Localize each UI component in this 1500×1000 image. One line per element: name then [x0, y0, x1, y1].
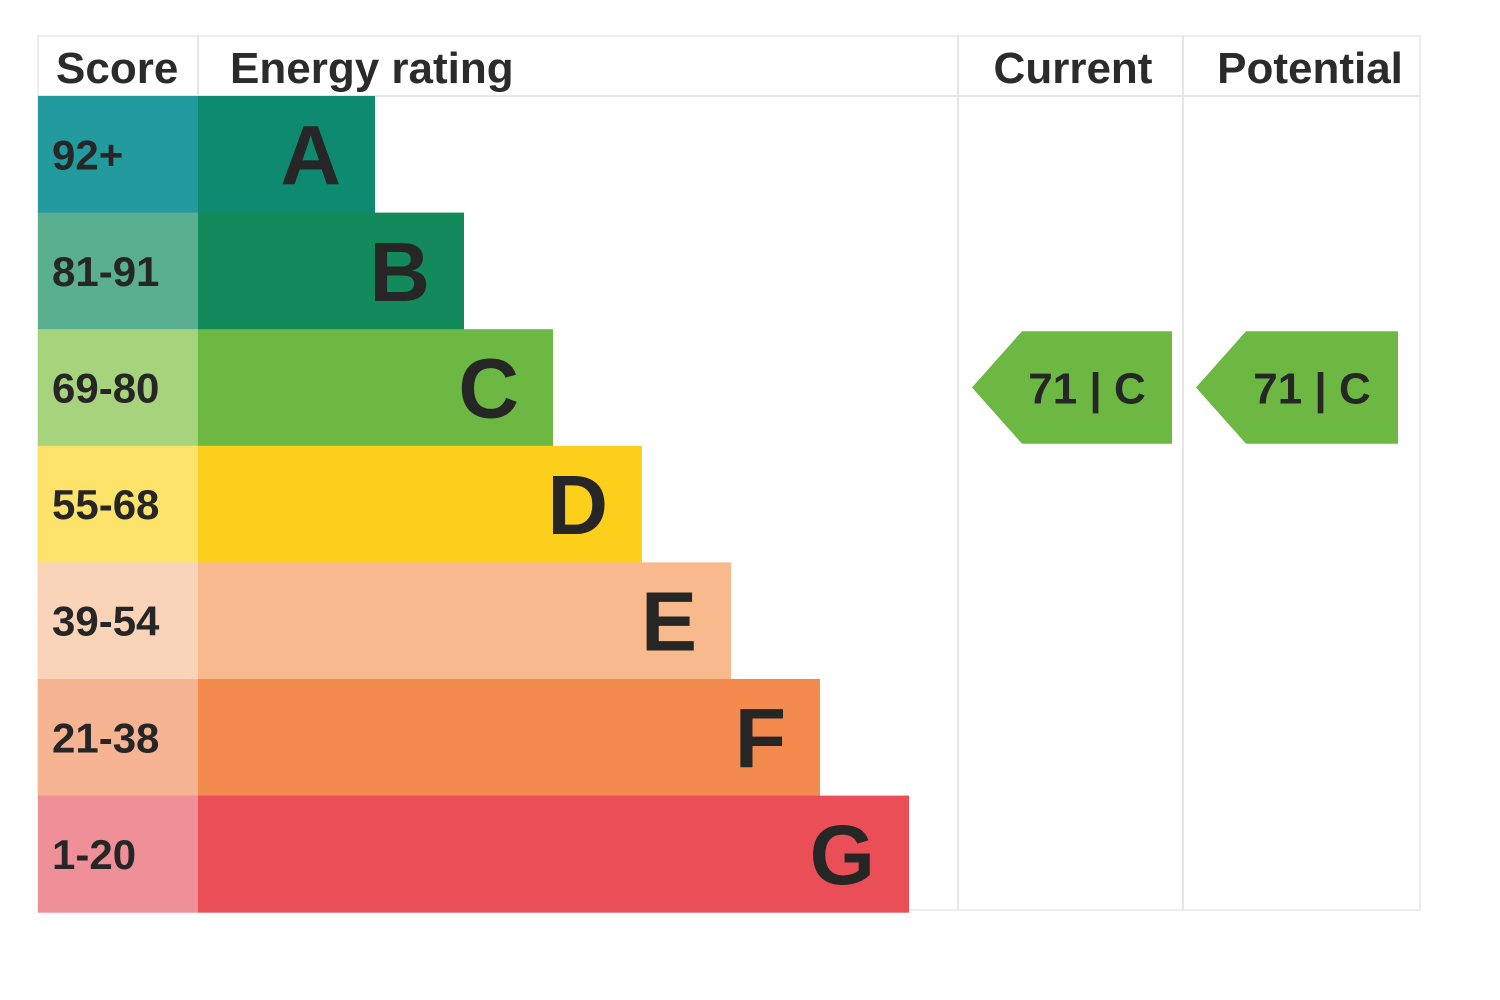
potential-rating-label: 71 | C — [1253, 365, 1370, 415]
score-cell-e — [38, 562, 198, 680]
header-energy-rating: Energy rating — [230, 44, 514, 93]
score-label-c: 69-80 — [52, 365, 159, 412]
score-cell-d — [38, 445, 198, 563]
score-cell-a — [38, 96, 198, 214]
band-letter-g: G — [810, 808, 875, 902]
band-bar-b — [198, 212, 464, 330]
score-cell-c — [38, 329, 198, 447]
band-bar-e — [198, 562, 731, 680]
band-letter-e: E — [641, 575, 697, 669]
score-label-g: 1-20 — [52, 831, 136, 878]
band-letter-d: D — [547, 458, 608, 552]
header-current: Current — [994, 44, 1153, 93]
score-cell-b — [38, 212, 198, 330]
band-letter-b: B — [369, 225, 430, 319]
score-label-a: 92+ — [52, 131, 123, 178]
score-cell-g — [38, 795, 198, 913]
score-label-e: 39-54 — [52, 598, 160, 645]
rating-indicators: 71 | C 71 | C — [972, 331, 1398, 444]
band-bar-f — [198, 679, 820, 797]
potential-arrow — [1196, 331, 1398, 444]
band-bar-a — [198, 96, 375, 214]
header-score: Score — [56, 44, 178, 93]
band-letter-c: C — [458, 342, 519, 436]
header-potential: Potential — [1217, 44, 1403, 93]
rating-bands: 92+ A 81-91 B 69-80 C 55-68 D 39-54 E 21-38 F 1-20 G — [38, 96, 909, 913]
score-label-f: 21-38 — [52, 714, 159, 761]
score-cell-f — [38, 679, 198, 797]
score-label-d: 55-68 — [52, 481, 159, 528]
band-letter-a: A — [280, 108, 341, 202]
band-letter-f: F — [735, 691, 786, 785]
band-bar-g — [198, 795, 909, 913]
current-arrow — [972, 331, 1172, 444]
band-bar-d — [198, 445, 642, 563]
score-label-b: 81-91 — [52, 248, 159, 295]
current-rating-label: 71 | C — [1028, 365, 1145, 415]
band-bar-c — [198, 329, 553, 447]
